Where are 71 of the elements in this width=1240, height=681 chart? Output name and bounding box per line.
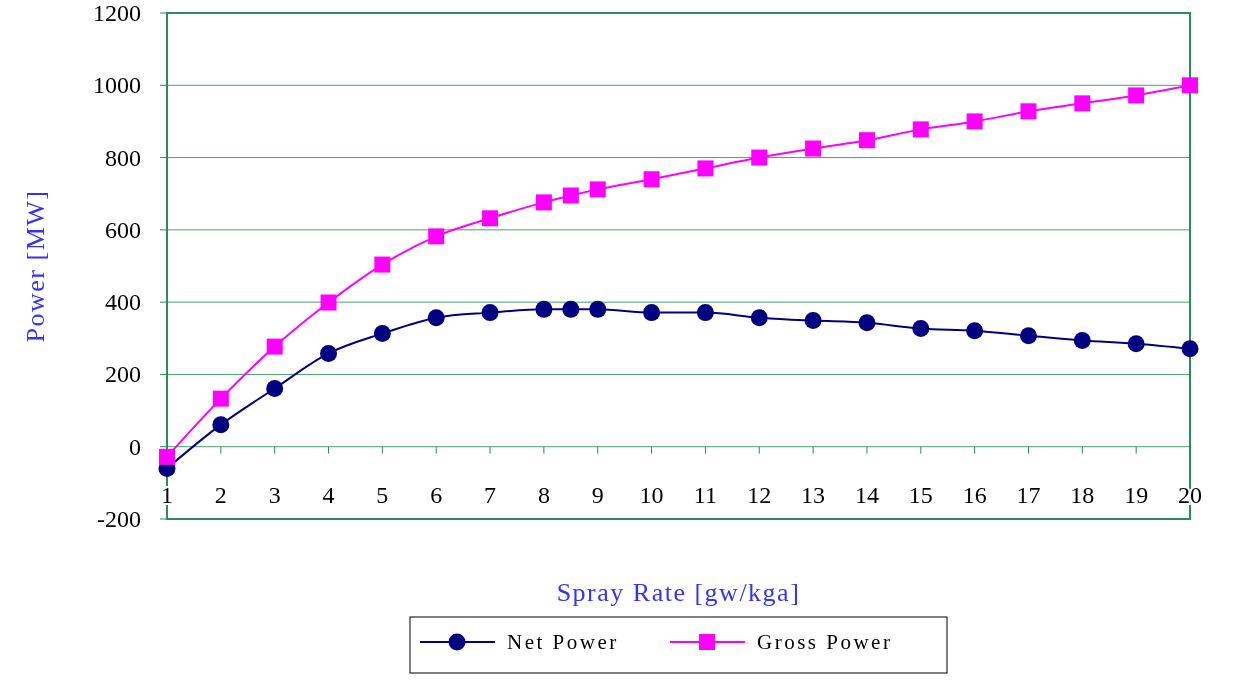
legend-label: Net Power — [507, 630, 619, 654]
point — [212, 390, 229, 407]
point — [481, 304, 499, 322]
point — [858, 314, 876, 332]
x-tick-label: 18 — [1070, 481, 1095, 508]
x-tick-label: 5 — [376, 481, 389, 508]
point — [212, 416, 230, 434]
y-tick-label: 400 — [105, 289, 141, 316]
x-tick-label: 12 — [747, 481, 772, 508]
x-tick-label: 17 — [1016, 481, 1041, 508]
x-axis-title: Spray Rate [gw/kga] — [556, 578, 801, 607]
point — [428, 228, 445, 245]
point — [805, 140, 822, 157]
point — [1182, 77, 1198, 94]
x-tick-label: 19 — [1124, 481, 1149, 508]
y-tick-label: 0 — [129, 433, 141, 460]
point — [804, 312, 822, 330]
point — [643, 304, 661, 322]
point — [1128, 87, 1145, 104]
y-tick-label: -200 — [97, 506, 141, 532]
y-tick-label: 1000 — [93, 72, 141, 99]
point — [966, 113, 983, 130]
point — [696, 304, 714, 322]
point — [159, 448, 175, 465]
x-tick-label: 11 — [693, 481, 717, 508]
y-tick-label: 600 — [105, 216, 141, 243]
point — [643, 171, 660, 188]
y-tick-label: 1200 — [93, 0, 141, 26]
point — [266, 380, 284, 398]
point — [562, 300, 580, 318]
point — [562, 187, 579, 204]
point — [482, 210, 499, 227]
y-tick-label: 800 — [105, 144, 141, 171]
point — [1019, 327, 1037, 345]
x-tick-label: 15 — [908, 481, 933, 508]
x-tick-label: 16 — [962, 481, 987, 508]
point — [751, 149, 768, 166]
point — [1074, 95, 1091, 112]
point — [374, 256, 391, 273]
point — [589, 300, 607, 318]
point — [912, 121, 929, 138]
point — [750, 309, 768, 327]
x-tick-label: 7 — [484, 481, 497, 508]
point — [266, 338, 283, 355]
x-tick-label: 14 — [854, 481, 879, 508]
y-axis-title: Power [MW] — [21, 189, 50, 343]
x-tick-label: 10 — [639, 481, 664, 508]
point — [320, 294, 337, 311]
x-tick-label: 3 — [268, 481, 281, 508]
point — [1127, 335, 1145, 353]
point — [697, 160, 714, 177]
x-tick-label: 9 — [591, 481, 604, 508]
x-tick-label: 13 — [801, 481, 826, 508]
x-tick-label: 6 — [430, 481, 443, 508]
x-tick-label: 2 — [214, 481, 227, 508]
y-tick-label: 200 — [105, 361, 141, 388]
point — [427, 309, 445, 327]
point — [858, 132, 875, 149]
point — [1020, 103, 1037, 120]
point — [320, 344, 338, 362]
point — [535, 300, 553, 318]
x-tick-label: 8 — [537, 481, 550, 508]
point — [535, 194, 552, 211]
x-tick-label: 4 — [322, 481, 335, 508]
point — [966, 322, 984, 340]
point — [1073, 331, 1091, 349]
point — [589, 181, 606, 198]
point — [1181, 340, 1199, 358]
legend-label: Gross Power — [757, 630, 893, 654]
point — [912, 320, 930, 338]
point — [373, 325, 391, 343]
